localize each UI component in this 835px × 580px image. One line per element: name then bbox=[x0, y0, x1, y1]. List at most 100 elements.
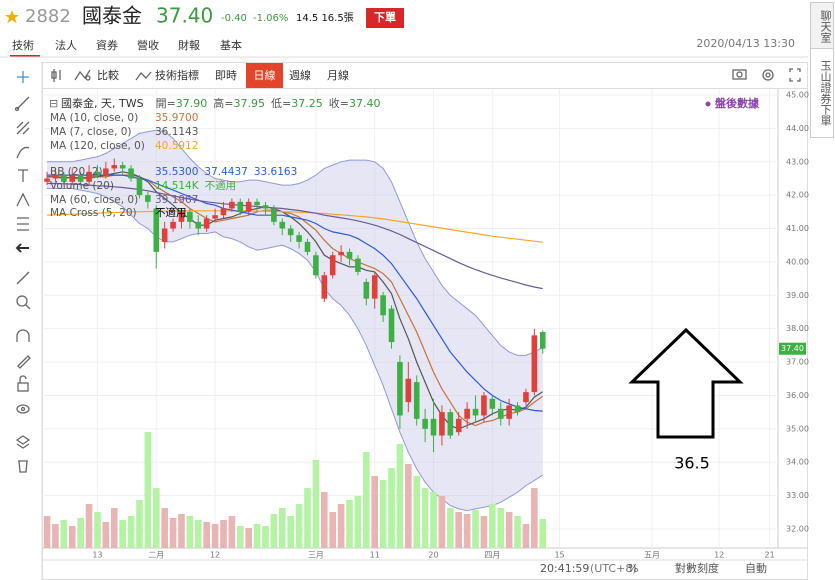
legend-name: BB (20, 2) bbox=[50, 166, 103, 178]
volume-bar bbox=[388, 468, 395, 548]
candle-body bbox=[203, 218, 210, 229]
candle-body bbox=[52, 175, 59, 179]
camera-icon[interactable] bbox=[732, 69, 747, 80]
candle-body bbox=[94, 171, 101, 176]
candle-body bbox=[220, 208, 227, 216]
candle-body bbox=[329, 255, 336, 276]
candle-body bbox=[447, 412, 454, 436]
log-toggle[interactable]: 對數刻度 bbox=[675, 561, 719, 575]
interval[interactable]: 日線 bbox=[254, 68, 276, 82]
x-tick-label: 五月 bbox=[644, 551, 660, 560]
candle-body bbox=[119, 165, 126, 169]
candle-body bbox=[439, 412, 445, 436]
volume-bar bbox=[337, 504, 345, 548]
volume-bar bbox=[295, 504, 303, 548]
volume-bar bbox=[396, 444, 404, 548]
volume: 14.5 16.5張 bbox=[296, 12, 354, 24]
volume-bar bbox=[497, 508, 505, 548]
candle-body bbox=[338, 251, 344, 256]
x-tick-label: 二月 bbox=[148, 551, 164, 560]
candle-body bbox=[77, 175, 84, 182]
indicators[interactable]: 技術指標 bbox=[155, 68, 199, 82]
broker-order-tab[interactable]: 玉山證券下單 bbox=[810, 48, 834, 138]
volume-bar bbox=[262, 526, 269, 548]
tab[interactable]: 財報 bbox=[178, 38, 200, 52]
legend-value: 不適用 bbox=[155, 206, 187, 219]
x-tick-label: 三月 bbox=[308, 551, 324, 560]
compare[interactable]: 比較 bbox=[97, 68, 119, 82]
volume-bar bbox=[144, 432, 152, 548]
interval[interactable]: 月線 bbox=[327, 68, 349, 82]
x-tick-label: 11 bbox=[370, 551, 380, 560]
interval[interactable]: 週線 bbox=[289, 68, 311, 82]
volume-bar bbox=[346, 500, 353, 548]
compare-icon[interactable] bbox=[74, 69, 91, 81]
chat-tab[interactable]: 聊天室 bbox=[810, 2, 834, 50]
candle-body bbox=[514, 405, 521, 413]
candle-body bbox=[103, 168, 109, 176]
x-tick-label: 四月 bbox=[484, 551, 500, 560]
candle-body bbox=[111, 165, 118, 169]
fullscreen-icon[interactable] bbox=[789, 68, 801, 82]
y-tick-label: 43.00 bbox=[786, 157, 809, 166]
annotation-arrow bbox=[628, 327, 744, 439]
candle-body bbox=[388, 308, 395, 343]
legend-value: 33.6163 bbox=[254, 166, 297, 178]
volume-bar bbox=[85, 504, 93, 548]
volume-bar bbox=[136, 500, 143, 548]
volume-bar bbox=[270, 514, 278, 548]
candle-icon[interactable] bbox=[51, 69, 61, 82]
y-tick-label: 39.00 bbox=[786, 291, 809, 300]
candle-body bbox=[321, 275, 328, 299]
candle-body bbox=[506, 405, 512, 419]
volume-bar bbox=[312, 460, 320, 548]
tab[interactable]: 法人 bbox=[55, 38, 77, 52]
y-tick-label: 32.00 bbox=[786, 524, 809, 533]
drawing-toolbar[interactable] bbox=[14, 71, 31, 473]
x-tick-label: 12 bbox=[714, 551, 724, 560]
volume-bar bbox=[43, 516, 51, 548]
volume-bar bbox=[438, 496, 446, 548]
legend-value: 不適用 bbox=[205, 179, 237, 192]
candle-body bbox=[86, 171, 92, 182]
plot bbox=[42, 89, 778, 548]
volume-bar bbox=[531, 488, 538, 548]
tab[interactable]: 基本 bbox=[220, 38, 242, 52]
order-button[interactable] bbox=[366, 8, 404, 28]
chart-title: 國泰金, 天, TWS bbox=[61, 96, 144, 110]
indicator-icon[interactable] bbox=[135, 71, 152, 81]
percent-toggle[interactable]: % bbox=[628, 562, 638, 575]
candle-body bbox=[430, 418, 437, 436]
volume-bar bbox=[379, 480, 387, 548]
favorite-star[interactable] bbox=[5, 10, 19, 23]
interval[interactable]: 即時 bbox=[215, 69, 237, 82]
collapse-icon[interactable]: ⊟ bbox=[49, 97, 58, 110]
order-button-label[interactable]: 下單 bbox=[374, 11, 396, 24]
legend-value: 35.9700 bbox=[155, 112, 198, 124]
volume-bar bbox=[178, 514, 185, 548]
candle-body bbox=[245, 201, 252, 212]
legend-name: MA (120, close, 0) bbox=[50, 140, 145, 152]
tab[interactable]: 營收 bbox=[137, 38, 159, 52]
volume-bar bbox=[405, 464, 412, 548]
volume-bar bbox=[245, 528, 252, 548]
tab[interactable]: 資券 bbox=[96, 38, 118, 52]
auto-toggle[interactable]: 自動 bbox=[745, 561, 767, 575]
volume-bar bbox=[211, 524, 219, 548]
stock-name: 國泰金 bbox=[82, 4, 142, 28]
candle-body bbox=[346, 251, 353, 259]
y-tick-label: 33.00 bbox=[786, 491, 809, 500]
ohlc-label: 低= bbox=[271, 97, 291, 110]
y-tick-label: 36.00 bbox=[786, 391, 809, 400]
volume-bar bbox=[203, 522, 210, 548]
band-upper bbox=[47, 129, 543, 356]
x-tick-label: 12 bbox=[210, 551, 220, 560]
volume-bar bbox=[413, 476, 421, 548]
settings-icon[interactable] bbox=[762, 69, 774, 81]
volume-bar bbox=[161, 508, 168, 548]
legend-name: Volume (20) bbox=[50, 180, 114, 192]
tab[interactable]: 技術 bbox=[12, 39, 34, 52]
candle-body bbox=[380, 295, 386, 316]
